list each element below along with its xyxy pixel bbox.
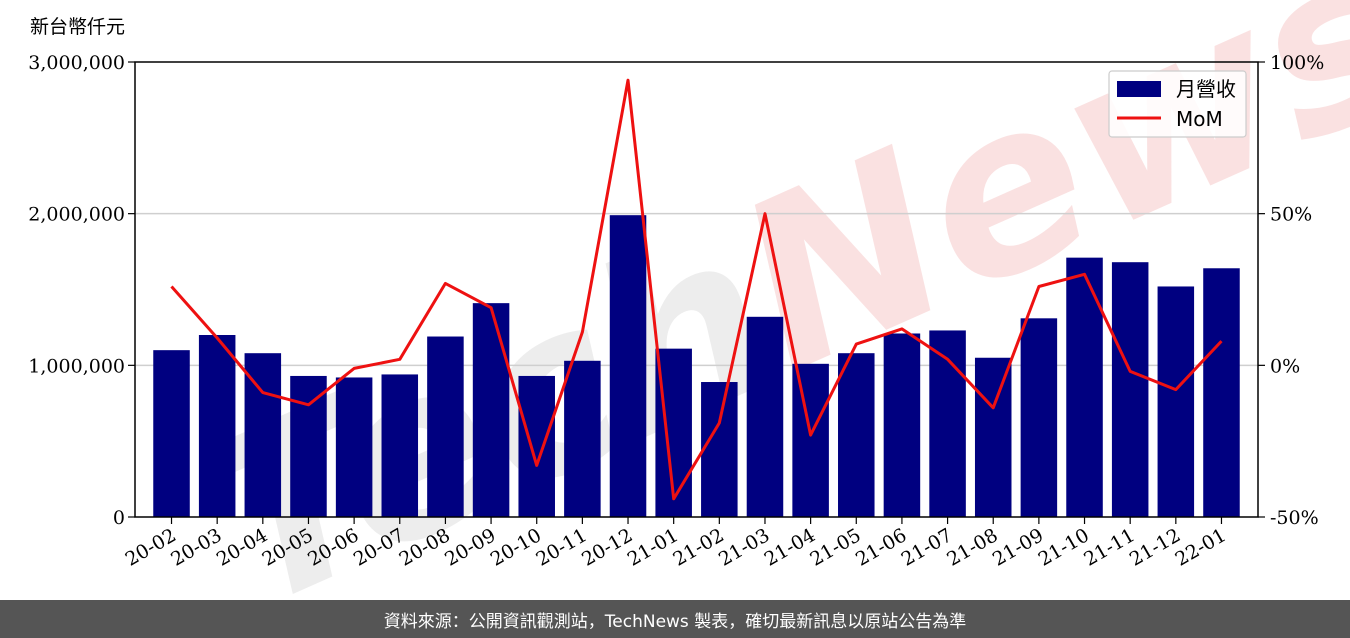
y-unit-label: 新台幣仟元 (30, 16, 125, 38)
x-tick-label: 21-03 (715, 524, 773, 570)
footer-source: 資料來源：公開資訊觀測站，TechNews 製表，確切最新訊息以原站公告為準 (0, 600, 1350, 638)
bar-21-10 (1066, 257, 1103, 517)
chart: TechNews 01,000,0002,000,0003,000,000-50… (28, 0, 1350, 600)
bar-20-09 (472, 303, 510, 517)
bar-21-06 (883, 333, 921, 517)
right-tick-label: 50% (1270, 204, 1312, 226)
x-tick-label: 20-02 (122, 524, 180, 570)
bar-21-12 (1157, 286, 1195, 517)
right-tick-label: 0% (1270, 355, 1300, 377)
x-tick-label: 20-12 (578, 524, 636, 570)
x-tick-label: 22-01 (1172, 524, 1230, 570)
bar-21-11 (1111, 262, 1149, 517)
bar-20-06 (335, 377, 373, 517)
legend-label-line: MoM (1176, 107, 1223, 131)
plot-frame (134, 61, 1259, 518)
mom-line (170, 78, 1223, 501)
bar-20-11 (564, 360, 601, 517)
x-tick-label: 21-07 (898, 524, 956, 570)
x-tick-label: 21-10 (1035, 524, 1093, 570)
bar-20-10 (518, 375, 555, 517)
right-tick-label: -50% (1270, 507, 1319, 529)
x-tick-label: 21-04 (761, 524, 819, 570)
left-tick-label: 1,000,000 (28, 355, 125, 377)
bar-20-02 (153, 350, 190, 517)
bar-21-09 (1020, 318, 1058, 517)
bar-22-01 (1203, 268, 1240, 517)
bar-21-02 (701, 382, 738, 517)
mom-line-layer (170, 78, 1223, 501)
x-tick-label: 21-12 (1126, 524, 1184, 570)
x-tick-label: 21-06 (852, 524, 910, 570)
bar-20-12 (609, 215, 647, 517)
legend-swatch-bar (1117, 81, 1161, 97)
legend: 月營收 MoM (1108, 70, 1247, 138)
bar-21-07 (929, 330, 966, 517)
right-tick-label: 100% (1270, 52, 1324, 74)
left-tick-label: 0 (113, 507, 125, 529)
bar-20-07 (381, 374, 419, 517)
x-tick-label: 21-05 (806, 524, 864, 570)
x-tick-label: 21-02 (669, 524, 727, 570)
bar-20-03 (198, 335, 236, 517)
left-tick-label: 3,000,000 (28, 52, 125, 74)
bar-21-05 (838, 353, 875, 517)
x-tick-label: 21-09 (989, 524, 1047, 570)
bar-21-03 (746, 316, 784, 517)
bar-21-04 (792, 363, 829, 517)
bar-20-05 (290, 375, 327, 517)
x-tick-label: 21-11 (1080, 524, 1138, 570)
x-tick-label: 20-03 (167, 524, 225, 570)
x-tick-label: 21-01 (624, 524, 682, 570)
legend-label-bar: 月營收 (1176, 77, 1236, 101)
left-tick-label: 2,000,000 (28, 204, 125, 226)
x-tick-label: 21-08 (943, 524, 1001, 570)
bar-20-04 (244, 353, 282, 517)
bar-21-08 (974, 357, 1012, 517)
bar-20-08 (427, 336, 464, 517)
